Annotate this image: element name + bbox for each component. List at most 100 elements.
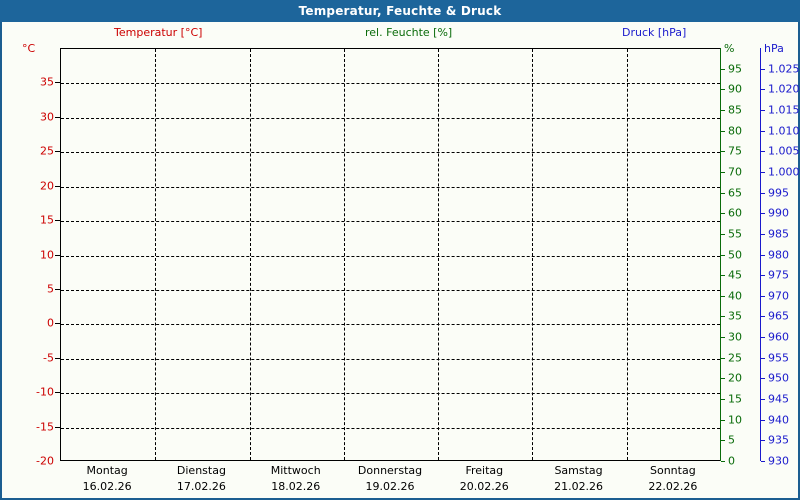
day-date: 22.02.26	[648, 480, 698, 493]
day-tick-label: Sonntag 22.02.26	[648, 463, 697, 495]
temperature-axis-unit: °C	[22, 42, 36, 55]
temperature-tick-label: 10	[40, 248, 54, 261]
temperature-tick-mark	[55, 323, 60, 325]
pressure-tick-label: 965	[768, 309, 789, 323]
humidity-tick-label: 50	[728, 248, 742, 261]
temperature-tick-label: 15	[40, 213, 54, 227]
temperature-axis: 35 30 25 20 15 10 5 0 -5 -10 -15 -20	[2, 48, 60, 468]
pressure-tick-label: 1.005	[768, 144, 800, 158]
temperature-tick-label: 25	[40, 144, 54, 158]
temperature-tick-label: -20	[36, 454, 54, 468]
plot-area	[60, 48, 720, 461]
humidity-tick-label: 20	[728, 371, 742, 385]
pressure-axis-unit: hPa	[764, 42, 784, 55]
pressure-tick-label: 990	[768, 206, 789, 220]
temperature-tick-mark	[55, 151, 60, 153]
day-date: 19.02.26	[365, 480, 415, 493]
humidity-tick-mark	[721, 171, 725, 173]
pressure-tick-mark	[761, 254, 765, 256]
humidity-tick-label: 55	[728, 227, 742, 241]
temperature-tick-mark	[55, 82, 60, 84]
humidity-tick-label: 45	[728, 268, 742, 282]
day-tick-label: Dienstag 17.02.26	[177, 463, 226, 495]
humidity-tick-mark	[721, 233, 725, 235]
horizontal-gridline	[61, 255, 720, 257]
humidity-tick-mark	[721, 378, 725, 380]
pressure-tick-label: 970	[768, 289, 789, 303]
day-tick-label: Freitag 20.02.26	[460, 463, 509, 495]
pressure-tick-mark	[761, 316, 765, 318]
humidity-tick-label: 75	[728, 144, 742, 158]
humidity-tick-mark	[721, 461, 725, 462]
day-date: 21.02.26	[554, 480, 604, 493]
humidity-tick-mark	[721, 440, 725, 442]
pressure-tick-label: 1.020	[768, 82, 800, 96]
temperature-tick-label: -5	[43, 351, 54, 365]
temperature-tick-label: -10	[36, 385, 54, 399]
humidity-tick-mark	[721, 419, 725, 421]
pressure-tick-mark	[761, 461, 765, 462]
vertical-gridline	[532, 49, 534, 460]
temperature-tick-mark	[55, 185, 60, 187]
vertical-gridline	[438, 49, 440, 460]
humidity-tick-label: 95	[728, 62, 742, 76]
pressure-tick-label: 955	[768, 351, 789, 365]
pressure-tick-mark	[761, 68, 765, 70]
pressure-tick-label: 960	[768, 330, 789, 344]
humidity-tick-label: 85	[728, 103, 742, 117]
legend-item-temperature: Temperatur [°C]	[114, 26, 203, 39]
humidity-tick-mark	[721, 316, 725, 318]
pressure-tick-mark	[761, 357, 765, 359]
pressure-tick-label: 995	[768, 186, 789, 200]
temperature-tick-mark	[55, 116, 60, 118]
pressure-tick-mark	[761, 419, 765, 421]
pressure-tick-label: 1.025	[768, 62, 800, 76]
pressure-tick-mark	[761, 213, 765, 215]
humidity-tick-mark	[721, 192, 725, 194]
humidity-tick-mark	[721, 254, 725, 256]
vertical-gridline	[343, 49, 345, 460]
horizontal-gridline	[61, 358, 720, 360]
pressure-tick-mark	[761, 171, 765, 173]
pressure-tick-label: 980	[768, 248, 789, 261]
humidity-tick-label: 80	[728, 124, 742, 138]
pressure-tick-label: 945	[768, 392, 789, 406]
pressure-tick-label: 940	[768, 413, 789, 427]
day-name: Samstag	[554, 464, 603, 477]
humidity-tick-label: 25	[728, 351, 742, 365]
horizontal-gridline	[61, 152, 720, 154]
horizontal-gridline	[61, 83, 720, 85]
vertical-gridline	[155, 49, 157, 460]
humidity-tick-label: 35	[728, 309, 742, 323]
day-date: 18.02.26	[271, 480, 321, 493]
temperature-tick-label: -15	[36, 420, 54, 434]
humidity-tick-mark	[721, 68, 725, 70]
temperature-tick-mark	[55, 254, 60, 256]
horizontal-gridline	[61, 289, 720, 291]
vertical-gridline	[249, 49, 251, 460]
temperature-tick-label: 0	[47, 316, 54, 330]
day-date: 17.02.26	[176, 480, 226, 493]
horizontal-gridline	[61, 117, 720, 119]
day-name: Dienstag	[176, 464, 226, 477]
pressure-tick-label: 950	[768, 371, 789, 385]
humidity-tick-label: 15	[728, 392, 742, 406]
humidity-tick-mark	[721, 295, 725, 297]
temperature-tick-mark	[55, 220, 60, 222]
humidity-tick-label: 40	[728, 289, 742, 303]
temperature-tick-label: 35	[40, 75, 54, 89]
day-name: Freitag	[465, 464, 504, 477]
temperature-tick-mark	[55, 357, 60, 359]
temperature-tick-label: 5	[47, 282, 54, 296]
humidity-tick-mark	[721, 275, 725, 277]
day-tick-label: Mittwoch 18.02.26	[271, 463, 321, 495]
temperature-tick-label: 20	[40, 179, 54, 193]
window-title: Temperatur, Feuchte & Druck	[298, 4, 502, 18]
humidity-axis: 95 90 85 80 75 70 65 60 55 50 45 40 35 30 25 20 15 10 5 0	[720, 48, 760, 468]
temperature-tick-label: 30	[40, 110, 54, 124]
pressure-tick-mark	[761, 399, 765, 401]
day-name: Mittwoch	[270, 464, 321, 477]
humidity-tick-mark	[721, 357, 725, 359]
day-name: Donnerstag	[357, 464, 423, 477]
